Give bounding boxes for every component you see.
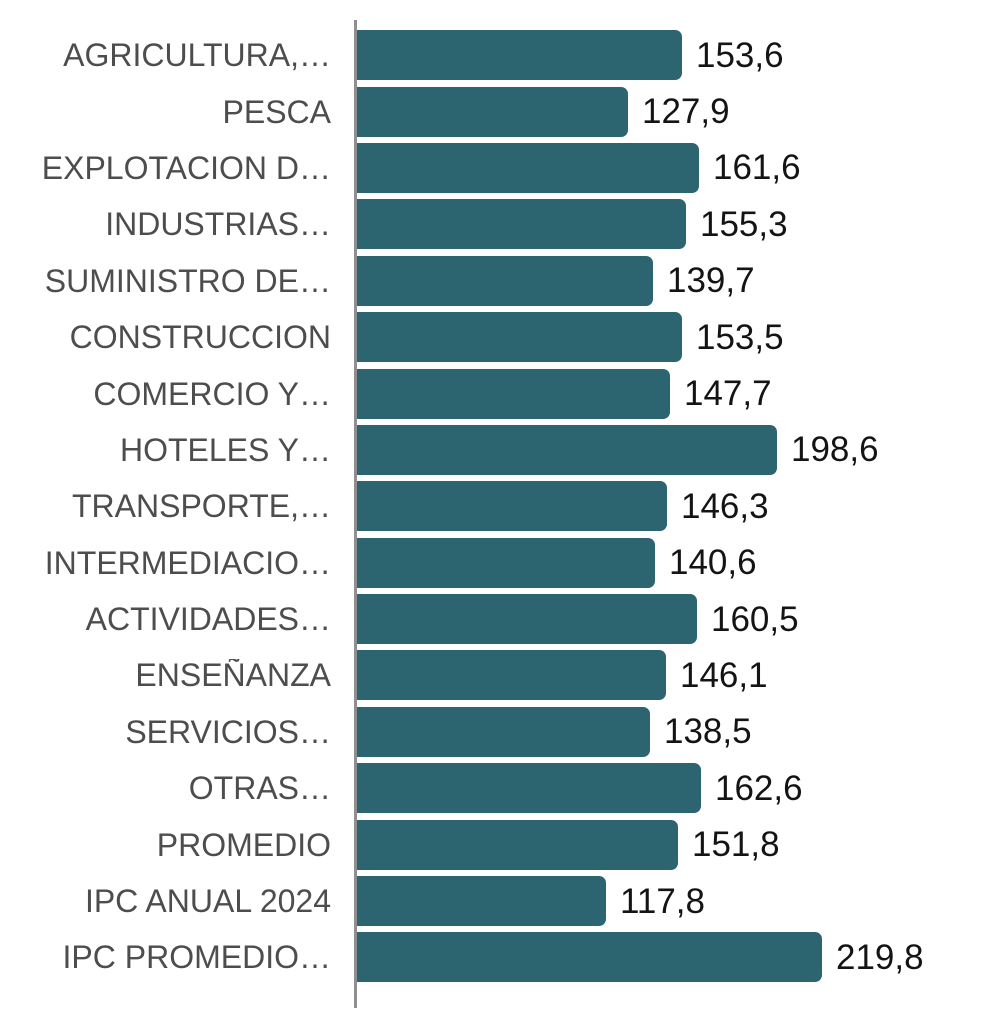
bar-area: 153,6 <box>357 27 989 83</box>
chart-row: ENSEÑANZA 146,1 <box>0 647 989 703</box>
chart-row: SERVICIOS… 138,5 <box>0 704 989 760</box>
chart-row: PESCA 127,9 <box>0 83 989 139</box>
chart-row: OTRAS… 162,6 <box>0 760 989 816</box>
bar <box>357 594 697 645</box>
value-label: 146,1 <box>680 655 768 695</box>
chart-row: HOTELES Y… 198,6 <box>0 422 989 478</box>
bar-area: 127,9 <box>357 83 989 139</box>
bar <box>357 650 666 701</box>
bar-area: 219,8 <box>357 929 989 985</box>
category-label: CONSTRUCCION <box>69 321 331 354</box>
chart-row: INTERMEDIACIO… 140,6 <box>0 535 989 591</box>
chart-row: AGRICULTURA,… 153,6 <box>0 27 989 83</box>
chart-row: IPC ANUAL 2024 117,8 <box>0 873 989 929</box>
bar <box>357 763 701 814</box>
bar <box>357 932 822 983</box>
category-label: INTERMEDIACIO… <box>44 546 331 579</box>
chart-row: EXPLOTACION D… 161,6 <box>0 140 989 196</box>
bar <box>357 876 606 927</box>
value-label: 219,8 <box>836 937 924 977</box>
value-label: 161,6 <box>713 148 801 188</box>
category-label: COMERCIO Y… <box>93 377 331 410</box>
value-label: 151,8 <box>692 825 780 865</box>
value-label: 160,5 <box>711 599 799 639</box>
chart-rows: AGRICULTURA,… 153,6 PESCA 127,9 EXPLOTACION … <box>0 27 989 986</box>
chart-row: SUMINISTRO DE… 139,7 <box>0 253 989 309</box>
chart-row: INDUSTRIAS… 155,3 <box>0 196 989 252</box>
category-label: IPC PROMEDIO… <box>62 941 331 974</box>
bar-area: 155,3 <box>357 196 989 252</box>
chart-row: IPC PROMEDIO… 219,8 <box>0 929 989 985</box>
bar-area: 117,8 <box>357 873 989 929</box>
value-label: 153,5 <box>696 317 784 357</box>
value-label: 140,6 <box>669 543 757 583</box>
bar <box>357 537 655 588</box>
value-label: 139,7 <box>667 261 755 301</box>
category-label: TRANSPORTE,… <box>72 490 331 523</box>
category-label: EXPLOTACION D… <box>41 151 331 184</box>
chart-row: COMERCIO Y… 147,7 <box>0 365 989 421</box>
bar <box>357 706 650 757</box>
chart-row: PROMEDIO 151,8 <box>0 816 989 872</box>
bar <box>357 86 628 137</box>
category-label: OTRAS… <box>188 772 331 805</box>
bar-area: 138,5 <box>357 704 989 760</box>
y-axis-line <box>354 20 357 1008</box>
category-label: IPC ANUAL 2024 <box>84 885 331 918</box>
bar <box>357 255 653 306</box>
chart-row: ACTIVIDADES… 160,5 <box>0 591 989 647</box>
bar-area: 151,8 <box>357 816 989 872</box>
value-label: 127,9 <box>642 92 730 132</box>
category-label: SUMINISTRO DE… <box>44 264 331 297</box>
value-label: 162,6 <box>715 768 803 808</box>
bar-area: 198,6 <box>357 422 989 478</box>
category-label: ACTIVIDADES… <box>85 603 331 636</box>
category-label: SERVICIOS… <box>125 715 331 748</box>
category-label: ENSEÑANZA <box>135 659 331 692</box>
value-label: 198,6 <box>791 430 879 470</box>
value-label: 155,3 <box>700 204 788 244</box>
bar-area: 153,5 <box>357 309 989 365</box>
category-label: PESCA <box>222 95 331 128</box>
bar <box>357 819 678 870</box>
bar <box>357 481 667 532</box>
value-label: 153,6 <box>696 35 784 75</box>
bar <box>357 312 682 363</box>
bar-area: 161,6 <box>357 140 989 196</box>
bar <box>357 424 777 475</box>
bar <box>357 199 686 250</box>
value-label: 117,8 <box>620 881 705 921</box>
bar-area: 160,5 <box>357 591 989 647</box>
bar-area: 162,6 <box>357 760 989 816</box>
value-label: 147,7 <box>684 374 772 414</box>
category-label: AGRICULTURA,… <box>63 39 331 72</box>
category-label: HOTELES Y… <box>119 433 331 466</box>
bar <box>357 30 682 81</box>
bar-area: 139,7 <box>357 253 989 309</box>
category-label: INDUSTRIAS… <box>105 208 331 241</box>
bar-area: 147,7 <box>357 365 989 421</box>
bar-area: 146,3 <box>357 478 989 534</box>
bar-area: 146,1 <box>357 647 989 703</box>
category-label: PROMEDIO <box>156 828 331 861</box>
bar <box>357 368 670 419</box>
bar-area: 140,6 <box>357 535 989 591</box>
value-label: 138,5 <box>664 712 752 752</box>
bar <box>357 142 699 193</box>
chart-row: CONSTRUCCION 153,5 <box>0 309 989 365</box>
value-label: 146,3 <box>681 486 769 526</box>
chart-row: TRANSPORTE,… 146,3 <box>0 478 989 534</box>
